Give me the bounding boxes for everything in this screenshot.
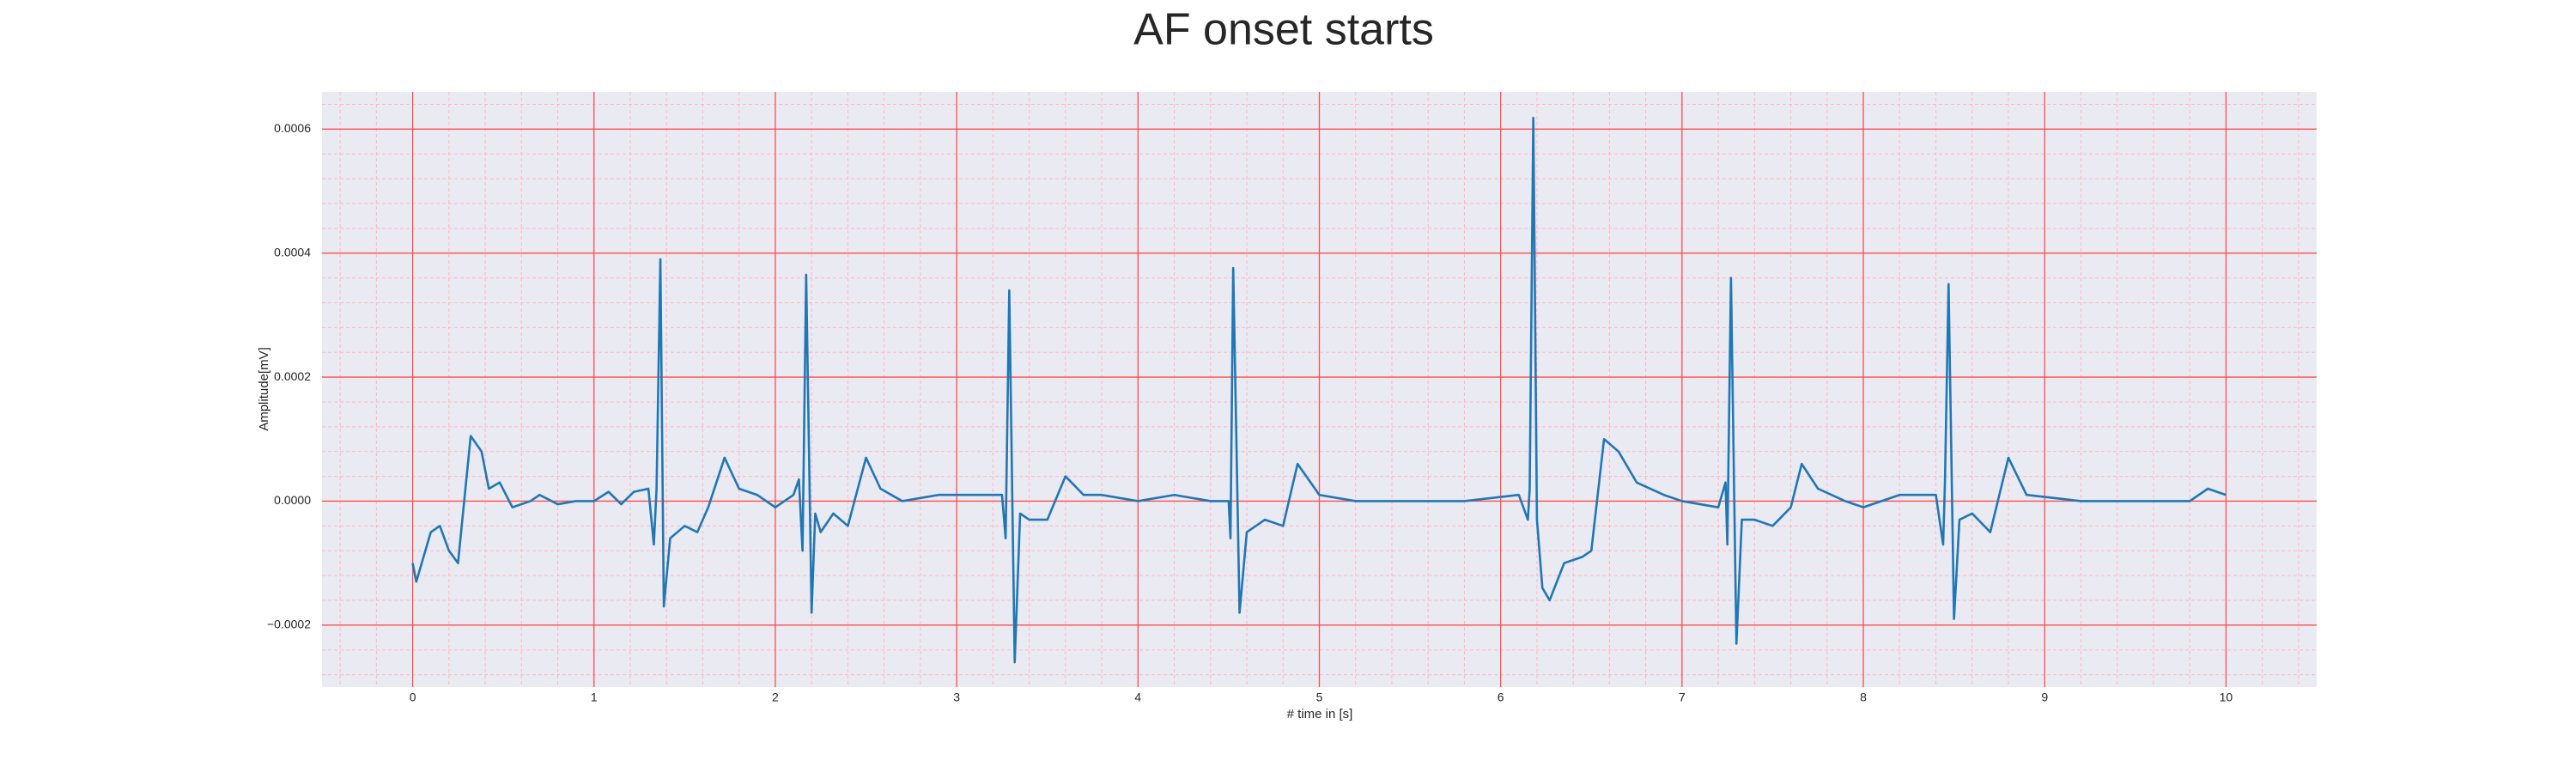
x-tick-label: 5 xyxy=(1316,691,1323,704)
y-tick-label: −0.0002 xyxy=(267,618,311,631)
x-tick-label: 4 xyxy=(1134,691,1141,704)
grid xyxy=(322,92,2317,687)
x-tick-label: 0 xyxy=(410,691,416,704)
chart-title: AF onset starts xyxy=(1133,5,1434,55)
ecg-line xyxy=(411,117,2227,664)
x-tick-label: 9 xyxy=(2041,691,2048,704)
x-tick-label: 7 xyxy=(1679,691,1686,704)
x-tick-label: 3 xyxy=(953,691,960,704)
y-axis-label: Amplitude[mV] xyxy=(257,347,271,431)
x-tick-label: 6 xyxy=(1498,691,1504,704)
y-tick-label: 0.0004 xyxy=(274,245,311,259)
y-tick-label: 0.0002 xyxy=(274,369,311,383)
x-tick-label: 10 xyxy=(2220,691,2233,704)
marks xyxy=(411,117,2227,664)
y-tick-label: 0.0006 xyxy=(274,121,311,135)
y-tick-label: 0.0000 xyxy=(274,493,311,507)
x-tick-label: 2 xyxy=(772,691,779,704)
x-axis-label: # time in [s] xyxy=(1287,707,1353,721)
x-tick-label: 8 xyxy=(1860,691,1867,704)
x-tick-label: 1 xyxy=(591,691,598,704)
